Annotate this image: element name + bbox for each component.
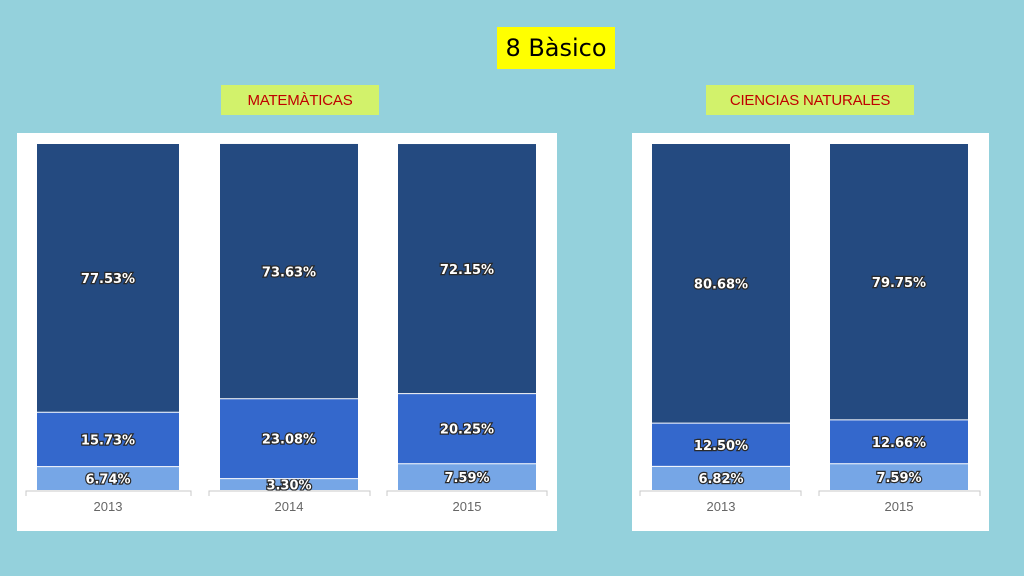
data-label: 79.75% — [872, 276, 926, 291]
data-label: 23.08% — [262, 433, 316, 448]
x-tick-label: 2015 — [885, 499, 914, 514]
bar-segment — [398, 463, 536, 490]
category-bracket — [639, 490, 802, 496]
chart-ciencias-naturales: 6.82% 12.50% 80.68% 2013 7.59% 12.66% 79.75% 20… — [639, 144, 981, 514]
data-label: 6.74% — [85, 472, 130, 487]
data-label: 73.63% — [262, 265, 316, 280]
data-label: 20.25% — [440, 423, 494, 438]
data-label: 12.66% — [872, 436, 926, 451]
data-label: 3.30% — [266, 478, 311, 493]
bar-segment — [830, 419, 968, 464]
bar-segment — [398, 393, 536, 464]
bar-segment — [652, 423, 790, 467]
chart-matematicas: 6.74% 15.73% 77.53% 2013 3.30% 23.08% 73.63% 20… — [25, 143, 548, 514]
data-label: 7.59% — [876, 471, 921, 486]
bar-segment — [37, 466, 179, 490]
data-label: 72.15% — [440, 263, 494, 278]
data-label: 80.68% — [694, 278, 748, 293]
category-bracket — [818, 490, 981, 496]
bar-segment — [652, 144, 790, 424]
bar-segment — [398, 144, 536, 394]
chart-panel-matematicas: 6.74% 15.73% 77.53% 2013 3.30% 23.08% 73.63% 20… — [17, 133, 557, 531]
slide-title: 8 Bàsico — [497, 27, 615, 69]
bar-segment — [220, 143, 358, 399]
category-bracket — [386, 490, 548, 496]
data-label: 12.50% — [694, 439, 748, 454]
bar-segment — [37, 144, 179, 413]
x-tick-label: 2014 — [275, 499, 304, 514]
x-tick-label: 2013 — [707, 499, 736, 514]
bar-segment — [830, 463, 968, 490]
category-bracket — [25, 490, 192, 496]
data-label: 6.82% — [698, 472, 743, 487]
bar-segment — [652, 466, 790, 490]
data-label: 15.73% — [81, 433, 135, 448]
x-tick-label: 2015 — [453, 499, 482, 514]
x-tick-label: 2013 — [94, 499, 123, 514]
category-bracket — [208, 490, 371, 496]
bar-segment — [830, 144, 968, 420]
chart-panel-ciencias: 6.82% 12.50% 80.68% 2013 7.59% 12.66% 79.75% 20… — [632, 133, 989, 531]
bar-segment — [220, 398, 358, 479]
chart-title-matematicas: MATEMÀTICAS — [221, 85, 379, 115]
bar-segment — [37, 412, 179, 467]
bar-segment — [220, 478, 358, 490]
data-label: 7.59% — [444, 471, 489, 486]
data-label: 77.53% — [81, 272, 135, 287]
chart-title-ciencias: CIENCIAS NATURALES — [706, 85, 914, 115]
